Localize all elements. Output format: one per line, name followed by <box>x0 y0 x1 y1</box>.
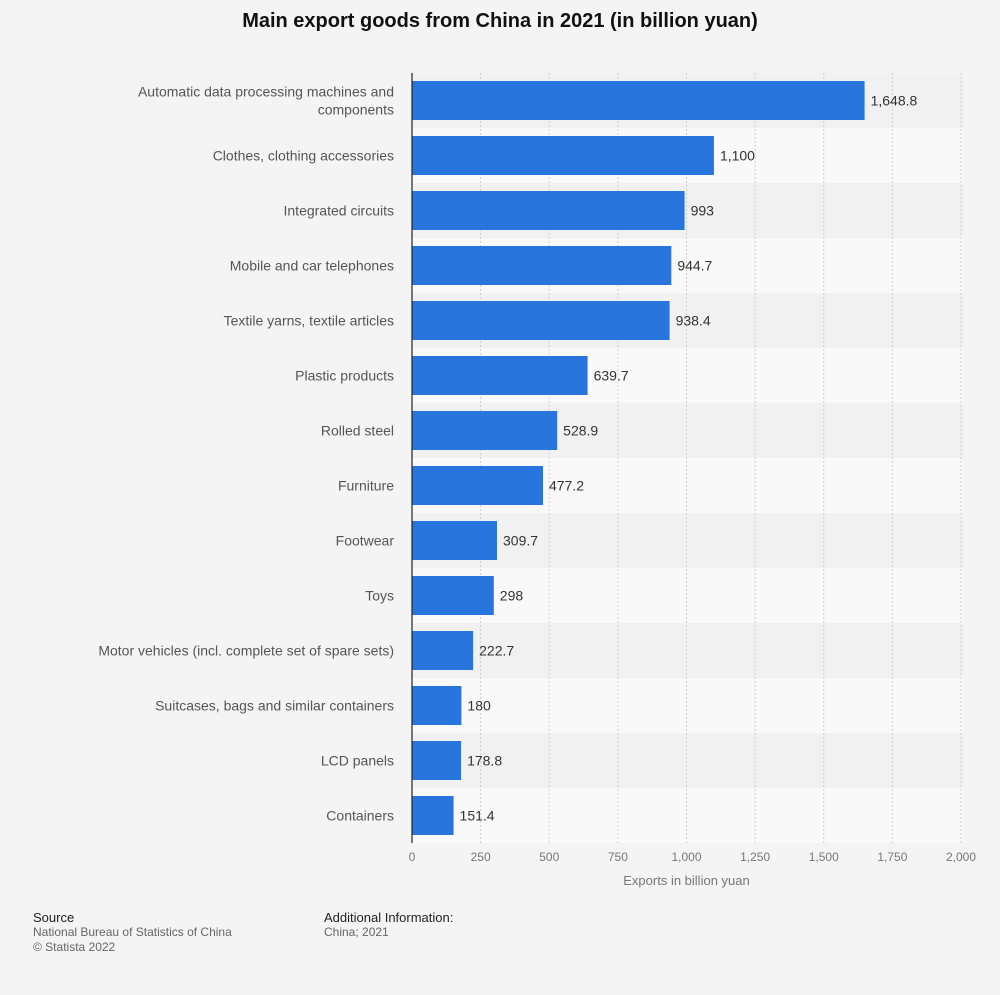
category-label: Suitcases, bags and similar containers <box>155 698 394 714</box>
x-axis-label: Exports in billion yuan <box>623 873 749 888</box>
category-label: Mobile and car telephones <box>230 258 394 274</box>
row-band <box>412 623 963 678</box>
bar <box>412 796 454 835</box>
bar <box>412 576 494 615</box>
data-label: 151.4 <box>460 808 495 824</box>
row-band <box>412 568 963 623</box>
row-band <box>412 678 963 733</box>
data-label: 298 <box>500 588 524 604</box>
row-band <box>412 788 963 843</box>
bar <box>412 136 714 175</box>
data-label: 178.8 <box>467 753 502 769</box>
data-label: 1,100 <box>720 148 755 164</box>
data-label: 944.7 <box>677 258 712 274</box>
category-label: Clothes, clothing accessories <box>213 148 394 164</box>
data-label: 639.7 <box>594 368 629 384</box>
x-tick-label: 750 <box>608 850 628 864</box>
x-tick-label: 1,250 <box>740 850 770 864</box>
x-tick-label: 0 <box>409 850 416 864</box>
category-label: Footwear <box>336 533 395 549</box>
x-tick-label: 1,750 <box>877 850 907 864</box>
category-label: Toys <box>365 588 394 604</box>
row-band <box>412 733 963 788</box>
category-label: Containers <box>326 808 394 824</box>
copyright: © Statista 2022 <box>33 940 116 954</box>
category-label: Furniture <box>338 478 394 494</box>
category-label: LCD panels <box>321 753 394 769</box>
bar <box>412 191 685 230</box>
bar-chart: 0 250 500 750 1,000 1,250 1,500 1,750 2,000 Expor… <box>98 73 976 888</box>
bar <box>412 631 474 670</box>
bar <box>412 466 543 505</box>
data-label: 309.7 <box>503 533 538 549</box>
data-label: 993 <box>691 203 715 219</box>
category-label: Rolled steel <box>321 423 394 439</box>
bar <box>412 246 672 285</box>
x-tick-label: 1,000 <box>671 850 701 864</box>
data-label: 477.2 <box>549 478 584 494</box>
bar <box>412 521 498 560</box>
source-label: Source <box>33 910 75 925</box>
data-label: 180 <box>467 698 491 714</box>
bar <box>412 741 462 780</box>
x-tick-label: 2,000 <box>946 850 976 864</box>
data-label: 938.4 <box>676 313 711 329</box>
additional-info-label: Additional Information: <box>324 910 454 925</box>
category-label: Automatic data processing machines and co… <box>138 84 394 118</box>
row-band <box>412 513 963 568</box>
chart-title: Main export goods from China in 2021 (in… <box>242 10 758 32</box>
bar <box>412 686 462 725</box>
category-label: Integrated circuits <box>284 203 395 219</box>
source-text: National Bureau of Statistics of China <box>33 925 232 939</box>
x-tick-label: 1,500 <box>809 850 839 864</box>
data-label: 222.7 <box>479 643 514 659</box>
bar <box>412 356 588 395</box>
source-block: Source National Bureau of Statistics of … <box>33 910 232 955</box>
x-tick-label: 250 <box>471 850 491 864</box>
data-label: 528.9 <box>563 423 598 439</box>
additional-info-block: Additional Information: China; 2021 <box>324 910 453 940</box>
category-label: Motor vehicles (incl. complete set of sp… <box>98 643 394 659</box>
bar <box>412 81 865 120</box>
category-label: Plastic products <box>295 368 394 384</box>
additional-info-text: China; 2021 <box>324 925 389 939</box>
data-label: 1,648.8 <box>871 93 918 109</box>
category-label: Textile yarns, textile articles <box>224 313 394 329</box>
bar <box>412 411 558 450</box>
bar <box>412 301 670 340</box>
x-tick-label: 500 <box>539 850 559 864</box>
